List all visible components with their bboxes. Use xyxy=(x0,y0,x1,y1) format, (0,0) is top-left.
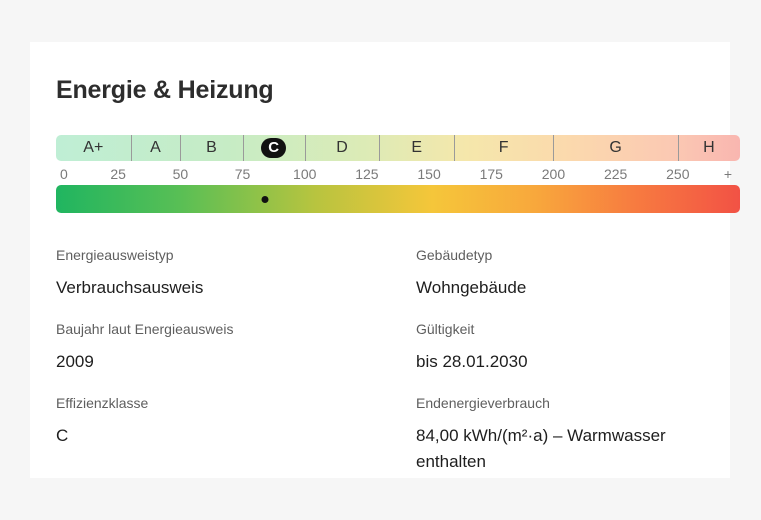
energy-gradient-bar xyxy=(56,185,740,213)
scale-tick: 25 xyxy=(110,166,126,182)
class-a: A xyxy=(131,135,181,161)
energy-card xyxy=(30,42,730,478)
scale-tick: 150 xyxy=(417,166,441,182)
scale-tick: 125 xyxy=(355,166,379,182)
class-h-label: H xyxy=(703,139,715,156)
class-separator xyxy=(379,135,381,161)
efficiency-class: Effizienzklasse C xyxy=(56,395,148,449)
consumption-line-2: enthalten xyxy=(416,452,486,471)
scale-tick: 175 xyxy=(479,166,503,182)
certificate-type-label: Energieausweistyp xyxy=(56,247,174,263)
consumption-marker xyxy=(261,196,269,203)
scale-tick: 200 xyxy=(541,166,566,182)
class-f: F xyxy=(454,135,553,161)
section-title: Energie & Heizung xyxy=(56,76,274,104)
energy-class-bar: A+ A B C D E F G H xyxy=(56,135,740,161)
scale-tick: 250 xyxy=(666,166,690,182)
validity: Gültigkeit bis 28.01.2030 xyxy=(416,321,528,375)
construction-year-label: Baujahr laut Energieausweis xyxy=(56,321,234,337)
scale-tick: 225 xyxy=(603,166,628,182)
class-f-label: F xyxy=(498,139,509,156)
scale-ticks: 0 25 50 75 100 125 150 175 200 225 250 + xyxy=(56,166,740,182)
scale-tick: 75 xyxy=(234,166,251,182)
class-separator xyxy=(453,135,455,161)
construction-year: Baujahr laut Energieausweis 2009 xyxy=(56,321,233,375)
class-d-label: D xyxy=(336,139,348,156)
class-c: C xyxy=(243,135,305,161)
class-e-label: E xyxy=(411,139,422,156)
certificate-type-value: Verbrauchsausweis xyxy=(56,278,204,297)
building-type-label: Gebäudetyp xyxy=(416,247,493,263)
building-type: Gebäudetyp Wohngebäude xyxy=(416,247,526,301)
scale-tick: 50 xyxy=(172,166,189,182)
class-a-plus-label: A+ xyxy=(83,139,104,156)
class-g-label: G xyxy=(609,139,622,156)
class-separator xyxy=(677,135,679,161)
final-energy-consumption-label: Endenergieverbrauch xyxy=(416,395,550,411)
class-g: G xyxy=(553,135,677,161)
class-separator xyxy=(180,135,182,161)
class-c-label: C xyxy=(261,138,287,158)
class-d: D xyxy=(305,135,380,161)
class-separator xyxy=(553,135,555,161)
scale-tick: 100 xyxy=(293,166,317,182)
consumption-line-1: 84,00 kWh/(m²·a) – Warmwasser xyxy=(416,426,666,445)
efficiency-class-label: Effizienzklasse xyxy=(56,395,149,411)
class-b-label: B xyxy=(206,139,217,156)
validity-label: Gültigkeit xyxy=(416,321,475,337)
validity-value: bis 28.01.2030 xyxy=(416,352,528,371)
class-separator xyxy=(304,135,306,161)
certificate-type: Energieausweistyp Verbrauchsausweis xyxy=(56,247,203,301)
building-type-value: Wohngebäude xyxy=(416,278,527,297)
construction-year-value: 2009 xyxy=(56,352,94,371)
efficiency-class-value: C xyxy=(56,426,69,445)
class-e: E xyxy=(379,135,454,161)
scale-tick: + xyxy=(723,166,732,182)
class-separator xyxy=(130,135,132,161)
class-a-plus: A+ xyxy=(56,135,131,161)
class-b: B xyxy=(180,135,242,161)
class-a-label: A xyxy=(150,139,161,156)
final-energy-consumption: Endenergieverbrauch 84,00 kWh/(m²·a) – W… xyxy=(416,395,736,475)
final-energy-consumption-value: 84,00 kWh/(m²·a) – Warmwasser enthalten xyxy=(416,423,736,475)
class-h: H xyxy=(678,135,740,161)
scale-tick: 0 xyxy=(60,166,68,182)
class-separator xyxy=(242,135,244,161)
